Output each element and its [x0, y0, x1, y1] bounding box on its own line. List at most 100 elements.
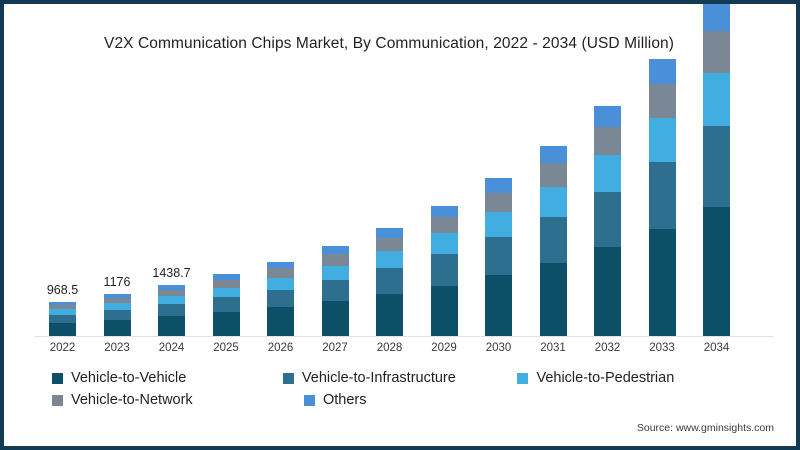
bar-segment[interactable]: [212, 287, 240, 298]
bar-group[interactable]: [594, 74, 621, 336]
bar-group[interactable]: [267, 74, 294, 336]
bar-group[interactable]: [648, 58, 676, 336]
bar-segment[interactable]: [648, 83, 676, 119]
bar-segment[interactable]: [648, 228, 676, 336]
bar-segment[interactable]: [158, 316, 185, 336]
bar-segment[interactable]: [594, 127, 621, 156]
bar-segment[interactable]: [430, 233, 458, 255]
bar-segment[interactable]: [158, 285, 185, 290]
bar-segment[interactable]: [49, 314, 76, 323]
bar-segment[interactable]: [648, 118, 676, 163]
bar-segment[interactable]: [376, 294, 403, 336]
bar-segment[interactable]: [49, 304, 76, 310]
bar-group[interactable]: 1438.7: [152, 74, 191, 336]
bar-segment[interactable]: [321, 301, 349, 336]
bar-segment[interactable]: [212, 297, 240, 313]
bar-stack[interactable]: [49, 301, 76, 336]
bar-stack[interactable]: [158, 285, 185, 336]
bar-segment[interactable]: [703, 126, 730, 207]
bar-segment[interactable]: [158, 295, 185, 305]
bar-segment[interactable]: [49, 309, 76, 315]
bar-segment[interactable]: [103, 319, 131, 336]
bar-segment[interactable]: [103, 298, 131, 304]
bar-group[interactable]: [376, 74, 403, 336]
bar-segment[interactable]: [703, 72, 730, 127]
bar-segment[interactable]: [103, 309, 131, 320]
bar-segment[interactable]: [430, 285, 458, 336]
bar-segment[interactable]: [485, 237, 512, 276]
bar-segment[interactable]: [485, 212, 512, 238]
bar-group[interactable]: [212, 74, 240, 336]
bar-segment[interactable]: [648, 58, 676, 84]
bar-segment[interactable]: [485, 178, 512, 193]
bar-group[interactable]: [430, 74, 458, 336]
bar-stack[interactable]: [267, 261, 294, 336]
bar-segment[interactable]: [539, 186, 567, 217]
bar-segment[interactable]: [267, 307, 294, 336]
bar-segment[interactable]: [430, 254, 458, 286]
bar-stack[interactable]: [376, 227, 403, 336]
bar-segment[interactable]: [376, 251, 403, 269]
bar-segment[interactable]: [594, 155, 621, 193]
bar-segment[interactable]: [212, 274, 240, 281]
bar-segment[interactable]: [648, 162, 676, 229]
bar-segment[interactable]: [539, 145, 567, 163]
x-axis-tick-labels: 2022 2023 2024 2025 2026 2027 2028 2029 2030 2031…: [38, 342, 772, 360]
bar-group[interactable]: [703, 4, 730, 336]
bar-segment[interactable]: [267, 289, 294, 308]
bar-stack[interactable]: [485, 178, 512, 336]
legend-item-vehicle-to-pedestrian[interactable]: Vehicle-to-Pedestrian: [517, 370, 752, 386]
bar-stack[interactable]: [430, 205, 458, 336]
bar-group[interactable]: [321, 74, 349, 336]
bar-segment[interactable]: [703, 4, 730, 32]
bar-stack[interactable]: [212, 274, 240, 336]
bar-segment[interactable]: [376, 227, 403, 238]
bar-segment[interactable]: [321, 254, 349, 266]
bar-group[interactable]: 1176: [103, 74, 131, 336]
bar-segment[interactable]: [594, 192, 621, 248]
legend-row: Vehicle-to-Network Others: [52, 392, 752, 408]
legend-swatch-icon: [52, 372, 63, 384]
bar-segment[interactable]: [212, 312, 240, 336]
bar-segment[interactable]: [485, 275, 512, 336]
legend-item-vehicle-to-network[interactable]: Vehicle-to-Network: [52, 392, 304, 408]
bar-group[interactable]: [485, 74, 512, 336]
bar-segment[interactable]: [430, 205, 458, 218]
bar-stack[interactable]: [103, 294, 131, 336]
bar-segment[interactable]: [703, 206, 730, 336]
bar-segment[interactable]: [321, 265, 349, 280]
bar-segment[interactable]: [103, 303, 131, 310]
bar-segment[interactable]: [321, 246, 349, 255]
bar-segment[interactable]: [158, 289, 185, 296]
bar-segment[interactable]: [103, 294, 131, 299]
bar-segment[interactable]: [594, 106, 621, 128]
bar-stack[interactable]: [703, 4, 730, 336]
bar-segment[interactable]: [539, 262, 567, 336]
bar-stack[interactable]: [539, 145, 567, 336]
bar-segment[interactable]: [539, 216, 567, 263]
bar-segment[interactable]: [49, 301, 76, 305]
bar-group[interactable]: 968.5: [47, 74, 78, 336]
legend-item-vehicle-to-vehicle[interactable]: Vehicle-to-Vehicle: [52, 370, 283, 386]
bar-segment[interactable]: [212, 280, 240, 288]
bar-stack[interactable]: [321, 246, 349, 336]
bar-segment[interactable]: [594, 247, 621, 336]
bar-group[interactable]: [539, 74, 567, 336]
bar-segment[interactable]: [267, 261, 294, 269]
bar-segment[interactable]: [703, 31, 730, 73]
bar-segment[interactable]: [267, 277, 294, 290]
bar-segment[interactable]: [430, 217, 458, 234]
bar-segment[interactable]: [539, 162, 567, 187]
bar-segment[interactable]: [158, 304, 185, 317]
legend-item-vehicle-to-infrastructure[interactable]: Vehicle-to-Infrastructure: [282, 370, 518, 386]
bar-segment[interactable]: [376, 237, 403, 252]
bar-stack[interactable]: [594, 106, 621, 336]
bar-stack[interactable]: [648, 58, 676, 336]
bar-segment[interactable]: [485, 192, 512, 213]
legend-item-label: Vehicle-to-Network: [71, 392, 193, 408]
bar-segment[interactable]: [49, 322, 76, 336]
bar-segment[interactable]: [376, 268, 403, 295]
legend-item-others[interactable]: Others: [304, 392, 560, 408]
bar-segment[interactable]: [267, 268, 294, 278]
bar-segment[interactable]: [321, 279, 349, 302]
